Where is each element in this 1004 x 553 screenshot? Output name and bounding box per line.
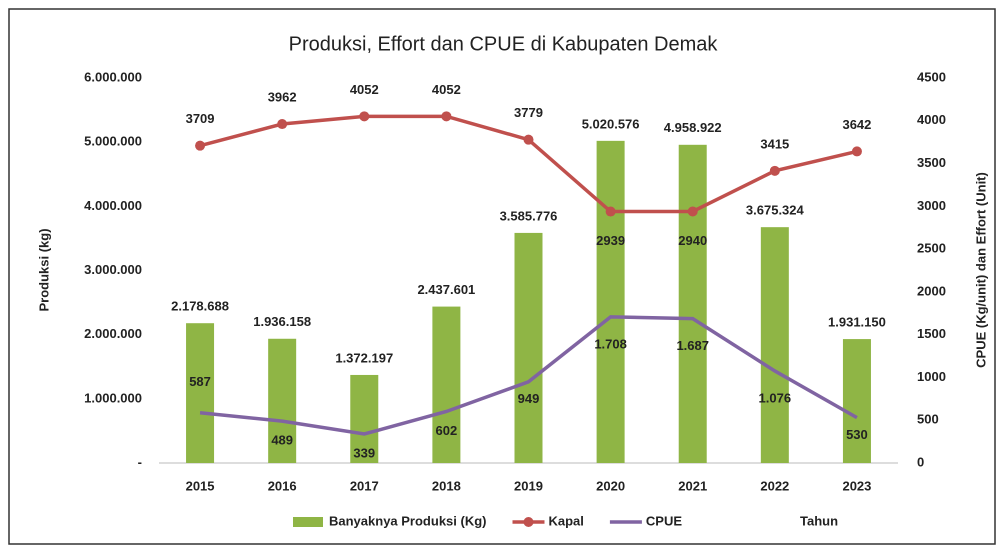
bar — [186, 323, 215, 463]
x-tick-label: 2015 — [186, 478, 215, 493]
x-tick-label: 2019 — [514, 478, 543, 493]
bar-label: 1.931.150 — [828, 315, 886, 330]
point-label: 530 — [846, 427, 868, 442]
point-label: 602 — [436, 423, 458, 438]
line-marker — [851, 146, 862, 157]
bar — [432, 306, 461, 463]
bar-label: 2.437.601 — [417, 282, 475, 297]
y2-tick-label: 2000 — [917, 283, 946, 298]
y2-tick-label: 3500 — [917, 155, 946, 170]
x-tick-label: 2022 — [760, 478, 789, 493]
x-tick-label: 2017 — [350, 478, 379, 493]
y-tick-label: - — [138, 454, 142, 469]
bar-label: 2.178.688 — [171, 299, 229, 314]
y2-tick-label: 0 — [917, 454, 924, 469]
point-label: 4052 — [432, 82, 461, 97]
bar-label: 1.936.158 — [253, 314, 311, 329]
line-marker — [687, 206, 698, 217]
point-label: 2940 — [678, 233, 707, 248]
point-label: 587 — [189, 374, 211, 389]
y2-tick-label: 500 — [917, 412, 939, 427]
legend-swatch — [293, 517, 323, 527]
line-marker — [195, 140, 206, 151]
point-label: 1.708 — [594, 336, 627, 351]
legend-label: Banyaknya Produksi (Kg) — [329, 513, 487, 528]
bar — [514, 232, 543, 463]
point-label: 4052 — [350, 82, 379, 97]
point-label: 489 — [271, 433, 293, 448]
x-tick-label: 2023 — [842, 478, 871, 493]
y2-axis-title: CPUE (Kg/unit) dan Effort (Unit) — [973, 172, 988, 368]
x-tick-label: 2016 — [268, 478, 297, 493]
point-label: 1.076 — [759, 390, 792, 405]
point-label: 2939 — [596, 233, 625, 248]
bar-label: 3.585.776 — [500, 208, 558, 223]
y-tick-label: 4.000.000 — [84, 198, 142, 213]
bar — [268, 338, 297, 463]
y2-tick-label: 1500 — [917, 326, 946, 341]
bar — [678, 144, 707, 464]
y2-tick-label: 4000 — [917, 112, 946, 127]
x-tick-label: 2018 — [432, 478, 461, 493]
y2-tick-label: 1000 — [917, 369, 946, 384]
bar — [760, 227, 789, 463]
y-tick-label: 3.000.000 — [84, 262, 142, 277]
x-tick-label: 2021 — [678, 478, 707, 493]
point-label: 3642 — [842, 117, 871, 132]
point-label: 339 — [353, 445, 375, 460]
y-tick-label: 1.000.000 — [84, 390, 142, 405]
y-tick-label: 5.000.000 — [84, 134, 142, 149]
bar — [596, 140, 625, 463]
legend-label: CPUE — [646, 513, 682, 528]
point-label: 3709 — [186, 111, 215, 126]
y2-tick-label: 3000 — [917, 198, 946, 213]
bar-label: 1.372.197 — [335, 350, 393, 365]
bar-label: 4.958.922 — [664, 120, 722, 135]
point-label: 3962 — [268, 89, 297, 104]
x-axis-title: Tahun — [800, 513, 838, 528]
y2-tick-label: 2500 — [917, 241, 946, 256]
y-tick-label: 2.000.000 — [84, 326, 142, 341]
bar-label: 5.020.576 — [582, 116, 640, 131]
line-marker — [769, 165, 780, 176]
x-tick-label: 2020 — [596, 478, 625, 493]
line — [199, 315, 858, 436]
legend-label: Kapal — [549, 513, 584, 528]
line-marker — [277, 119, 288, 130]
legend-marker — [523, 517, 534, 527]
line-marker — [359, 111, 370, 122]
line-marker — [605, 206, 616, 217]
y2-tick-label: 4500 — [917, 69, 946, 84]
line-marker — [441, 111, 452, 122]
point-label: 949 — [518, 391, 540, 406]
point-label: 1.687 — [676, 338, 709, 353]
point-label: 3415 — [760, 136, 789, 151]
line-marker — [523, 134, 534, 145]
chart-title: Produksi, Effort dan CPUE di Kabupaten D… — [289, 33, 719, 55]
chart-frame — [8, 8, 996, 545]
y-axis-title: Produksi (kg) — [36, 228, 51, 311]
point-label: 3779 — [514, 105, 543, 120]
bar — [350, 374, 379, 463]
y-tick-label: 6.000.000 — [84, 69, 142, 84]
bar-label: 3.675.324 — [746, 203, 805, 218]
bar — [842, 339, 871, 463]
